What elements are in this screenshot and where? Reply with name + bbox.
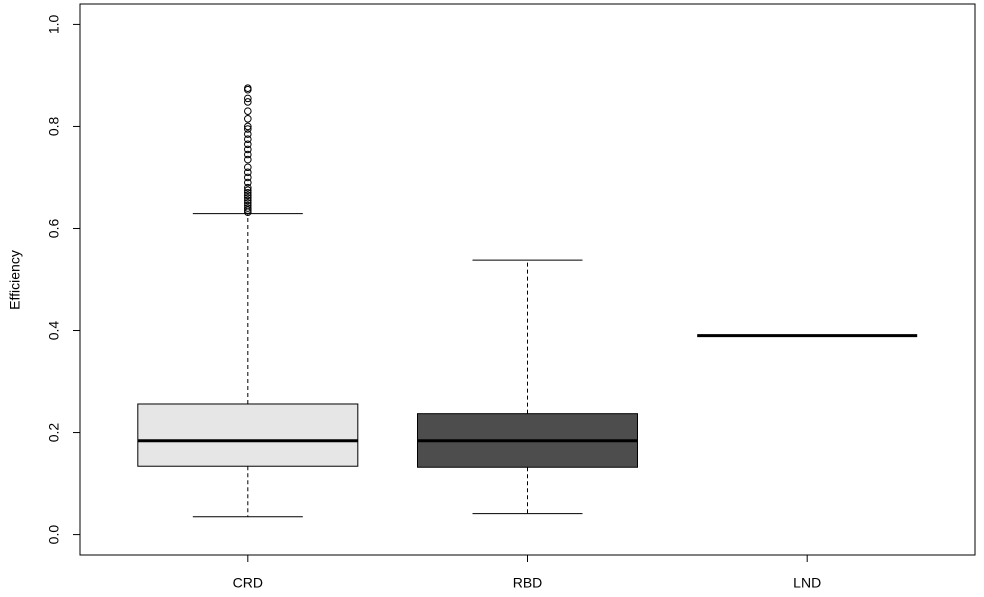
outlier <box>244 145 252 154</box>
outlier <box>244 107 252 115</box>
outlier <box>244 201 252 210</box>
outlier <box>244 98 252 106</box>
outlier <box>244 188 252 197</box>
y-tick-label: 0.4 <box>46 321 62 341</box>
x-tick-label: LND <box>793 575 821 591</box>
outlier <box>244 206 252 214</box>
y-tick-label: 0.6 <box>46 219 62 239</box>
y-tick-label: 0.2 <box>46 423 62 443</box>
outlier <box>244 168 252 177</box>
outlier <box>244 140 252 149</box>
outlier <box>244 155 252 164</box>
y-tick-label: 1.0 <box>46 14 62 34</box>
outlier <box>244 199 252 207</box>
outlier <box>244 85 252 94</box>
outlier <box>244 196 252 205</box>
outlier <box>244 183 252 192</box>
outlier <box>244 130 252 138</box>
x-tick-label: RBD <box>513 575 543 591</box>
outlier <box>244 135 252 143</box>
outlier <box>244 163 252 172</box>
outlier <box>244 94 252 103</box>
outlier <box>244 186 252 195</box>
outlier <box>244 194 252 202</box>
outlier <box>244 125 252 133</box>
outlier <box>244 150 252 159</box>
outlier <box>244 84 252 92</box>
y-tick-label: 0.0 <box>46 525 62 545</box>
x-tick-label: CRD <box>233 575 263 591</box>
outlier <box>244 173 252 182</box>
outlier <box>244 191 252 200</box>
outlier <box>244 204 252 212</box>
outlier <box>244 122 252 131</box>
box <box>137 403 359 467</box>
y-tick-label: 0.8 <box>46 117 62 137</box>
outlier <box>244 178 252 187</box>
outlier <box>244 114 252 123</box>
y-axis-label: Efficiency <box>7 250 23 310</box>
